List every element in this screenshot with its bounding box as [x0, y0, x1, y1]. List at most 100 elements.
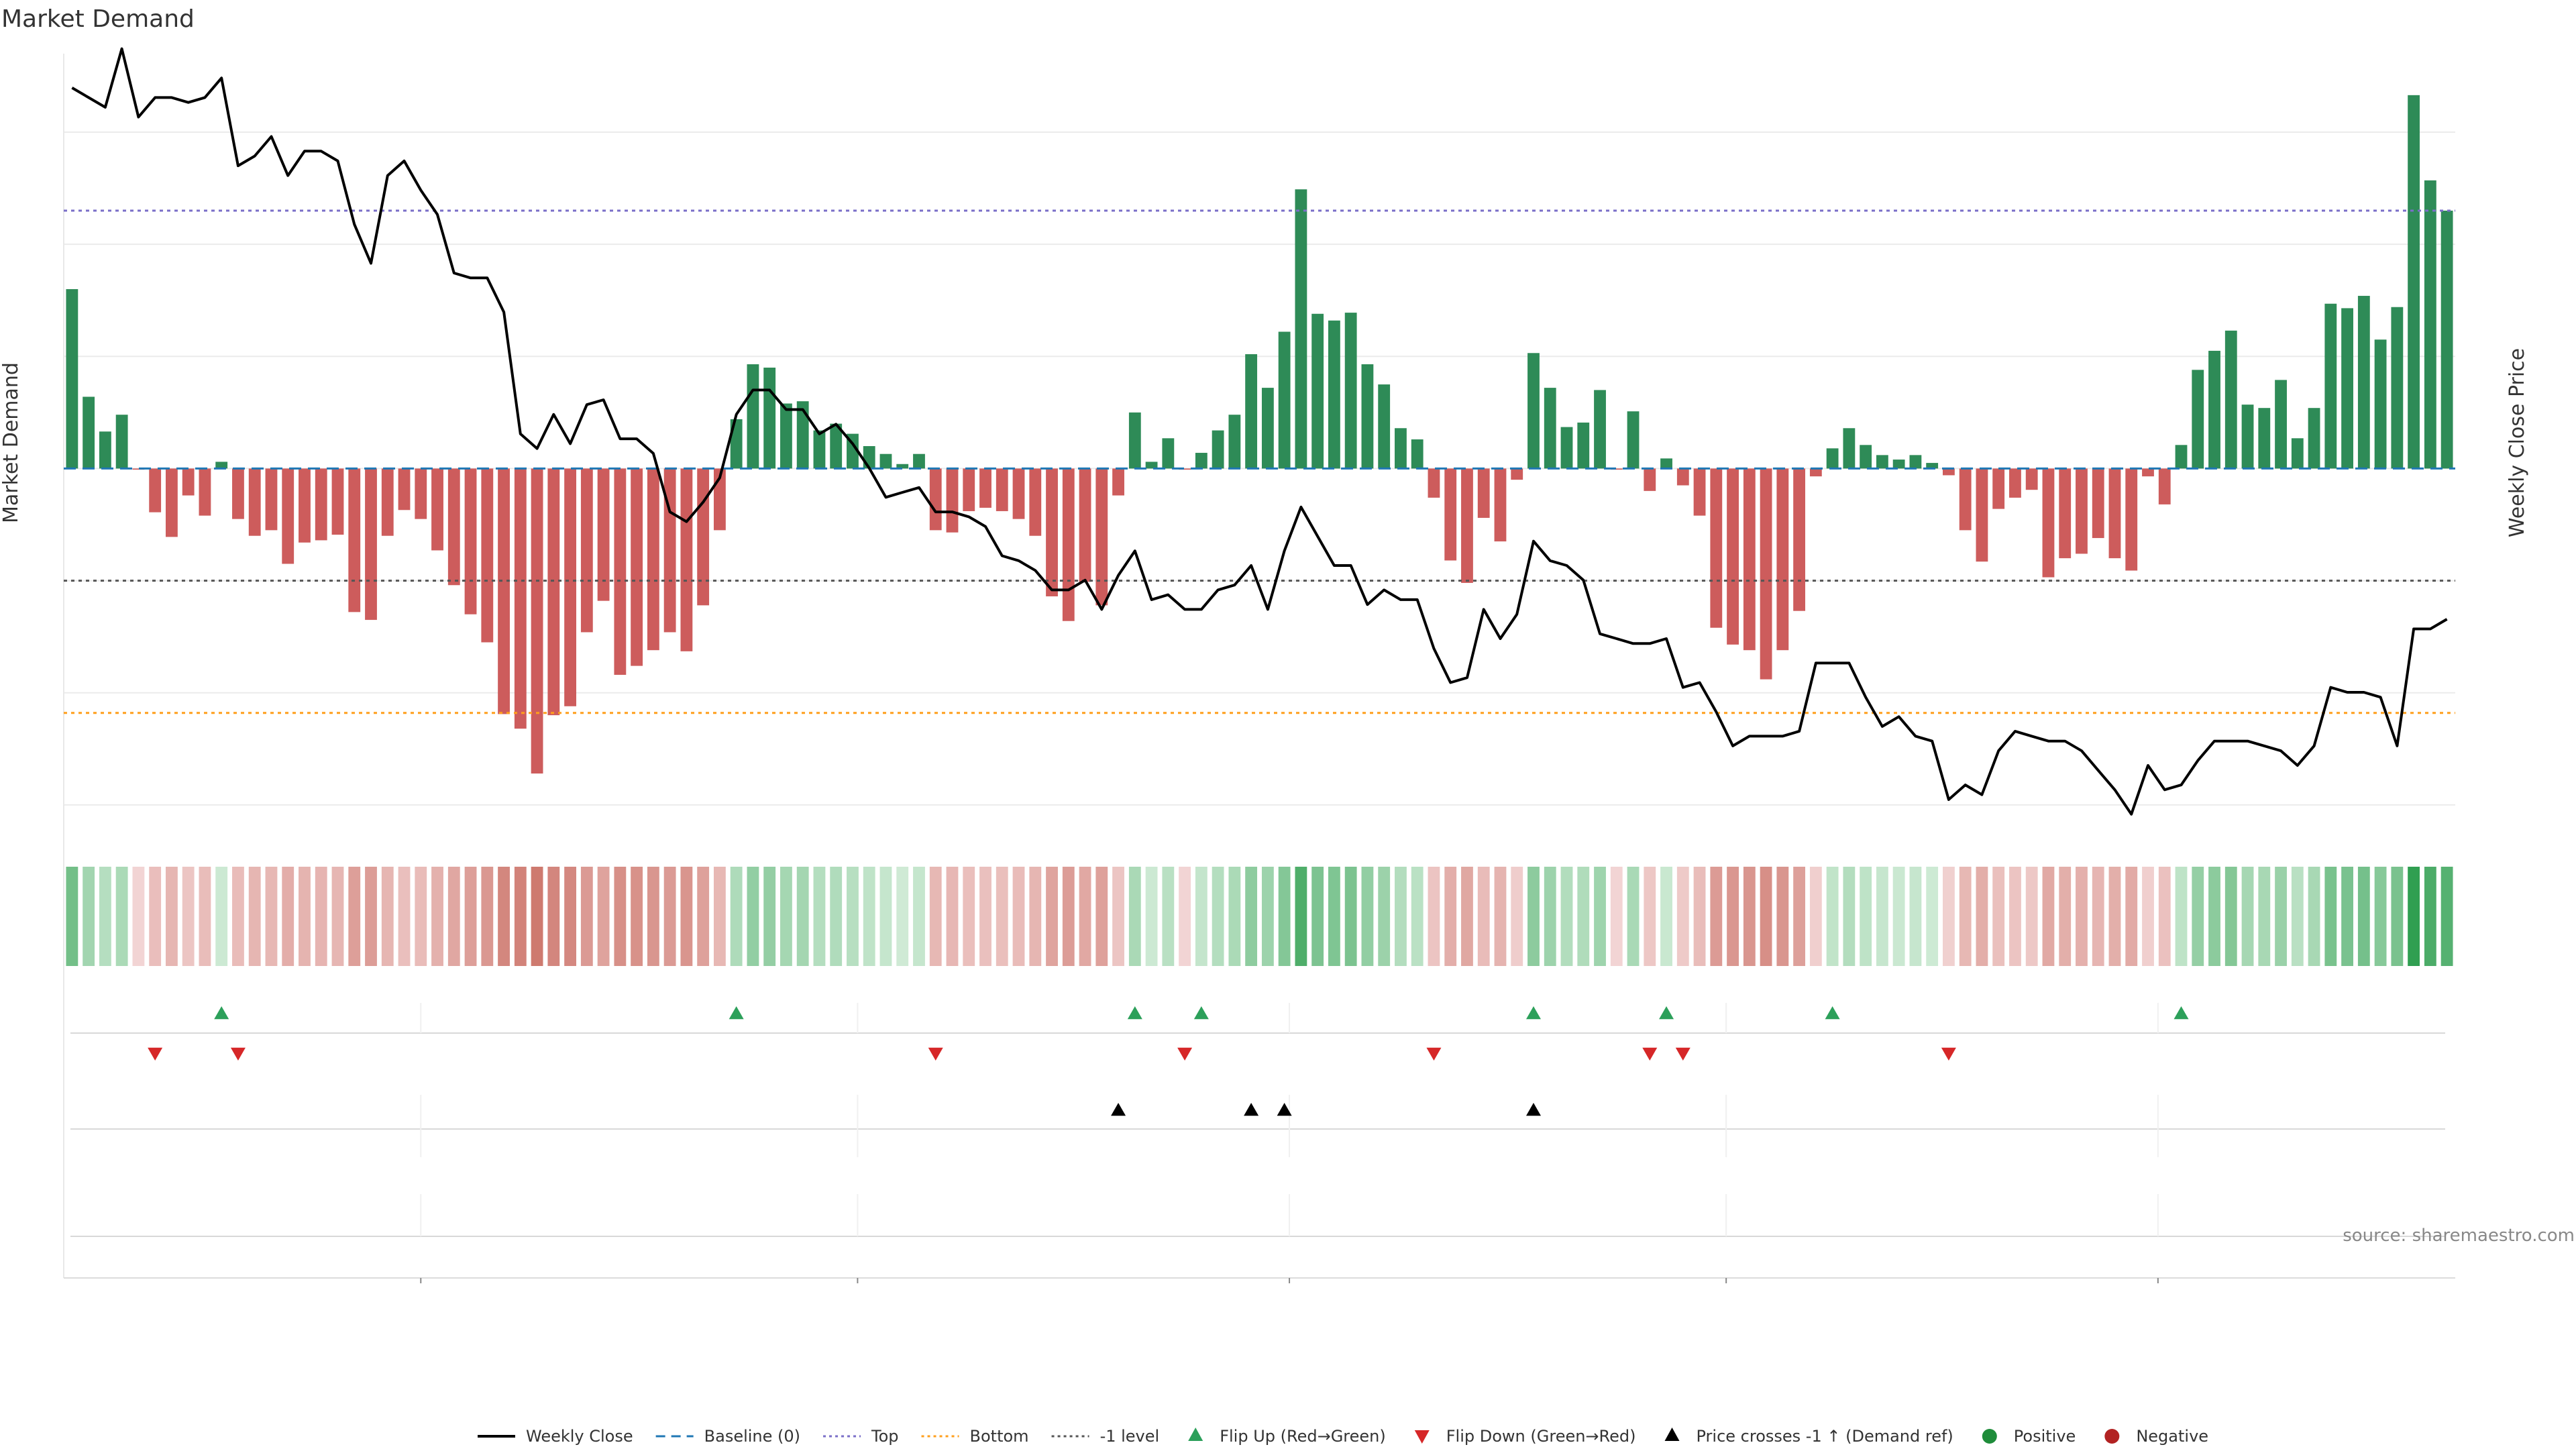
negative-demand-bar	[299, 468, 311, 543]
heat-cell	[1344, 867, 1357, 966]
heat-cell	[315, 867, 327, 966]
flip-up-marker	[2174, 1006, 2189, 1020]
flip-down-marker	[1426, 1047, 1442, 1061]
heat-cell	[564, 867, 576, 966]
heat-cell	[1395, 867, 1407, 966]
negative-demand-bar	[1976, 468, 1988, 562]
negative-demand-bar	[166, 468, 178, 537]
legend-triangle-up-icon	[1664, 1428, 1680, 1441]
heat-cell	[979, 867, 991, 966]
heat-cell	[1428, 867, 1440, 966]
heat-cell	[2125, 867, 2138, 966]
positive-demand-bar	[1245, 354, 1258, 469]
negative-demand-bar	[946, 468, 959, 533]
heat-cell	[929, 867, 942, 966]
legend-label: Bottom	[970, 1427, 1029, 1446]
negative-demand-bar	[1710, 468, 1723, 628]
heat-cell	[2291, 867, 2304, 966]
heat-cell	[614, 867, 627, 966]
negative-demand-bar	[431, 468, 443, 551]
negative-demand-bar	[1062, 468, 1075, 621]
heat-cell	[2408, 867, 2420, 966]
negative-demand-bar	[647, 468, 659, 651]
heat-cell	[1959, 867, 1972, 966]
heat-cell	[1660, 867, 1672, 966]
positive-demand-bar	[780, 403, 792, 469]
positive-demand-bar	[2291, 438, 2304, 469]
positive-demand-bar	[1560, 427, 1573, 469]
heat-cell	[1793, 867, 1806, 966]
negative-demand-bar	[2125, 468, 2138, 571]
positive-demand-bar	[813, 430, 826, 469]
legend-item: Flip Up (Red→Green)	[1188, 1427, 1386, 1446]
positive-demand-bar	[896, 464, 909, 469]
heat-cell	[1809, 867, 1822, 966]
heat-cell	[796, 867, 809, 966]
negative-demand-bar	[1676, 468, 1689, 486]
heat-cell	[1112, 867, 1124, 966]
positive-demand-bar	[1594, 390, 1606, 469]
heat-cell	[365, 867, 377, 966]
heat-cell	[514, 867, 527, 966]
heat-cell	[1644, 867, 1656, 966]
negative-demand-bar	[1494, 468, 1507, 542]
price-cross-marker	[1277, 1103, 1292, 1116]
heat-cell	[1909, 867, 1922, 966]
heat-cell	[813, 867, 826, 966]
negative-demand-bar	[680, 468, 693, 651]
negative-demand-bar	[564, 468, 576, 706]
negative-demand-bar	[979, 468, 991, 508]
flip-up-marker	[1127, 1006, 1142, 1020]
positive-demand-bar	[1145, 462, 1158, 469]
heat-cell	[199, 867, 211, 966]
positive-demand-bar	[2424, 180, 2436, 469]
heat-cell	[697, 867, 710, 966]
negative-demand-bar	[1029, 468, 1042, 536]
negative-demand-bar	[248, 468, 261, 536]
heat-cell	[1228, 867, 1241, 966]
negative-demand-bar	[1693, 468, 1706, 516]
heat-cell	[2076, 867, 2088, 966]
positive-demand-bar	[2357, 296, 2370, 469]
heat-cell	[896, 867, 909, 966]
positive-demand-bar	[2440, 211, 2453, 469]
negative-demand-bar	[697, 468, 710, 606]
negative-demand-bar	[447, 468, 460, 586]
negative-demand-bar	[149, 468, 162, 513]
flip-up-marker	[1193, 1006, 1209, 1020]
negative-demand-bar	[481, 468, 494, 643]
negative-demand-bar	[348, 468, 361, 612]
legend-label: Price crosses -1 ↑ (Demand ref)	[1697, 1427, 1953, 1446]
negative-demand-bar	[232, 468, 244, 519]
legend-item: Positive	[1982, 1427, 2076, 1446]
heat-cell	[398, 867, 411, 966]
positive-demand-bar	[1826, 448, 1839, 469]
heat-cell	[1494, 867, 1507, 966]
heat-cell	[2208, 867, 2220, 966]
heat-cell	[1295, 867, 1307, 966]
negative-demand-bar	[365, 468, 377, 621]
heat-cell	[1693, 867, 1706, 966]
heat-cell	[1511, 867, 1523, 966]
heat-cell	[1062, 867, 1075, 966]
demand-heat-strip	[66, 867, 2453, 966]
positive-demand-bar	[1926, 463, 1939, 469]
positive-demand-bar	[1128, 412, 1141, 469]
heat-cell	[299, 867, 311, 966]
negative-demand-bar	[1112, 468, 1124, 496]
negative-demand-bar	[398, 468, 411, 511]
weekly-close-line-group	[71, 47, 2448, 816]
negative-demand-bar	[1727, 468, 1739, 645]
negative-demand-bar	[631, 468, 643, 666]
positive-demand-bar	[730, 419, 743, 469]
positive-demand-bar	[1228, 415, 1241, 469]
positive-demand-bar	[1860, 445, 1872, 469]
heat-cell	[2042, 867, 2055, 966]
heat-cell	[2108, 867, 2121, 966]
heat-cell	[1444, 867, 1457, 966]
heat-cell	[830, 867, 843, 966]
legend-label: Weekly Close	[526, 1427, 633, 1446]
heat-cell	[763, 867, 776, 966]
legend-label: Negative	[2136, 1427, 2208, 1446]
positive-demand-bar	[2175, 445, 2188, 469]
